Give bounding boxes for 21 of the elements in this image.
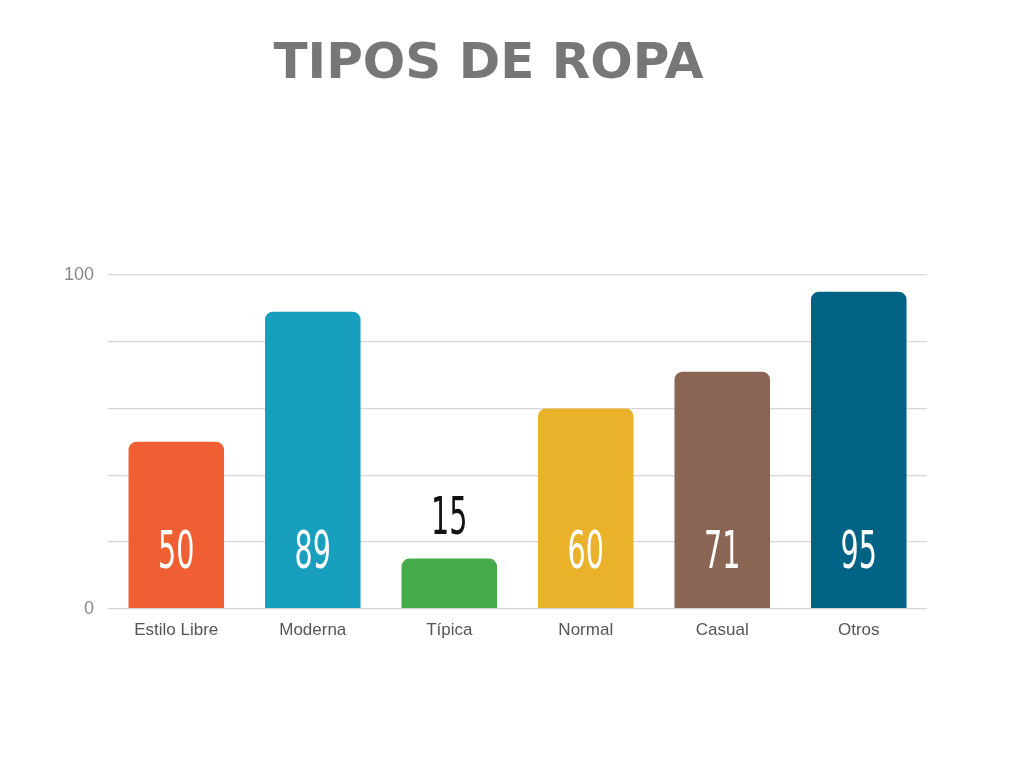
data-label: 95 <box>840 519 877 580</box>
bar <box>265 311 361 608</box>
y-tick-label: 100 <box>63 263 95 284</box>
x-tick-label: Casual <box>695 620 749 640</box>
chart-title: TIPOS DE ROPA <box>273 31 704 90</box>
x-tick-label: Moderna <box>279 620 347 640</box>
x-tick-label: Otros <box>837 620 880 640</box>
x-tick-label: Estilo Libre <box>134 620 219 640</box>
x-tick-label: Típica <box>426 620 473 640</box>
bar <box>401 558 498 608</box>
data-label: 60 <box>567 519 604 580</box>
data-label: 89 <box>294 519 331 580</box>
data-label: 71 <box>704 519 741 580</box>
bar <box>128 441 225 608</box>
bar <box>674 371 771 608</box>
bar <box>537 408 634 608</box>
data-label: 15 <box>431 485 468 547</box>
x-tick-label: Normal <box>558 620 614 640</box>
bar <box>810 291 907 608</box>
data-label: 50 <box>158 519 195 580</box>
y-tick-label: 0 <box>84 597 95 618</box>
